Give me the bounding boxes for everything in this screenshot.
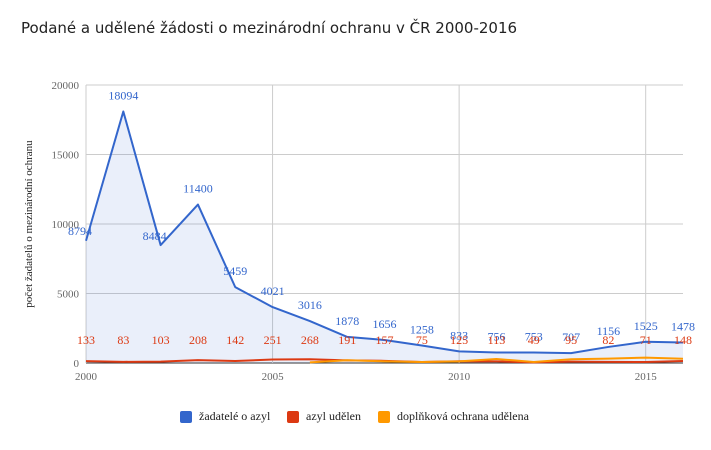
data-label: 1878 — [335, 314, 359, 328]
legend-swatch — [378, 410, 390, 423]
data-label: 268 — [301, 333, 319, 347]
data-label: 142 — [226, 333, 244, 347]
y-tick-label: 10000 — [52, 219, 80, 231]
data-label: 75 — [416, 333, 428, 347]
data-label: 83 — [117, 333, 129, 347]
data-label: 756 — [487, 329, 505, 343]
data-label: 1258 — [410, 323, 434, 337]
area-layer — [86, 111, 683, 363]
data-label: 1156 — [597, 324, 621, 338]
data-label: 753 — [525, 330, 543, 344]
grid-layer — [85, 84, 683, 364]
data-label: 82 — [602, 333, 614, 347]
y-tick-label: 15000 — [52, 150, 80, 162]
data-label: 833 — [450, 328, 468, 342]
data-label: 125 — [450, 333, 468, 347]
legend: žadatelé o azyl azyl udělen doplňková ochr… — [0, 409, 711, 427]
data-label: 71 — [640, 333, 652, 347]
data-label: 3016 — [298, 298, 322, 312]
data-label: 251 — [264, 333, 282, 347]
data-label: 8794 — [68, 224, 92, 238]
y-tick-label: 20000 — [52, 80, 80, 92]
x-tick-label: 2005 — [262, 371, 285, 383]
legend-item[interactable]: žadatelé o azyl — [180, 409, 270, 424]
legend-label: doplňková ochrana udělena — [397, 409, 529, 423]
data-label: 208 — [189, 333, 207, 347]
data-label: 5459 — [223, 264, 247, 278]
data-label: 1525 — [634, 319, 658, 333]
y-axis-title: počet žadatelů o mezinárodní ochranu — [23, 140, 35, 308]
line-layer — [85, 110, 684, 364]
data-label: 148 — [674, 333, 692, 347]
data-label: 49 — [528, 333, 540, 347]
x-tick-label: 2015 — [635, 371, 658, 383]
legend-swatch — [287, 410, 299, 423]
legend-swatch — [180, 410, 192, 423]
data-label: 18094 — [108, 88, 138, 102]
x-tick-label: 2010 — [448, 371, 471, 383]
data-label: 11400 — [183, 182, 213, 196]
series-line — [309, 356, 684, 364]
data-label: 113 — [488, 333, 506, 347]
y-tick-label: 0 — [74, 358, 80, 370]
legend-label: azyl udělen — [306, 409, 361, 423]
data-label: 191 — [338, 333, 356, 347]
legend-item[interactable]: azyl udělen — [287, 409, 361, 424]
data-label: 707 — [562, 330, 580, 344]
data-label-layer: 8794 18094 8484 11400 5459 4021 3016 1878 1656 12… — [68, 88, 695, 347]
axis-layer: 0 5000 10000 15000 20000 2000 2005 2010 2015 poče… — [23, 80, 657, 383]
data-label: 8484 — [143, 229, 167, 243]
data-label: 1478 — [671, 319, 695, 333]
data-label: 4021 — [261, 284, 285, 298]
data-label: 157 — [376, 333, 394, 347]
data-label: 1656 — [373, 317, 397, 331]
y-tick-label: 5000 — [57, 289, 80, 301]
series-line — [85, 110, 684, 355]
legend-item[interactable]: doplňková ochrana udělena — [378, 409, 529, 424]
data-label: 133 — [77, 333, 95, 347]
chart-title: Podané a udělené žádosti o mezinárodní o… — [21, 19, 518, 37]
legend-label: žadatelé o azyl — [199, 409, 271, 423]
series-area — [86, 111, 683, 363]
data-label: 95 — [565, 333, 577, 347]
data-label: 103 — [152, 333, 170, 347]
x-tick-label: 2000 — [75, 371, 98, 383]
